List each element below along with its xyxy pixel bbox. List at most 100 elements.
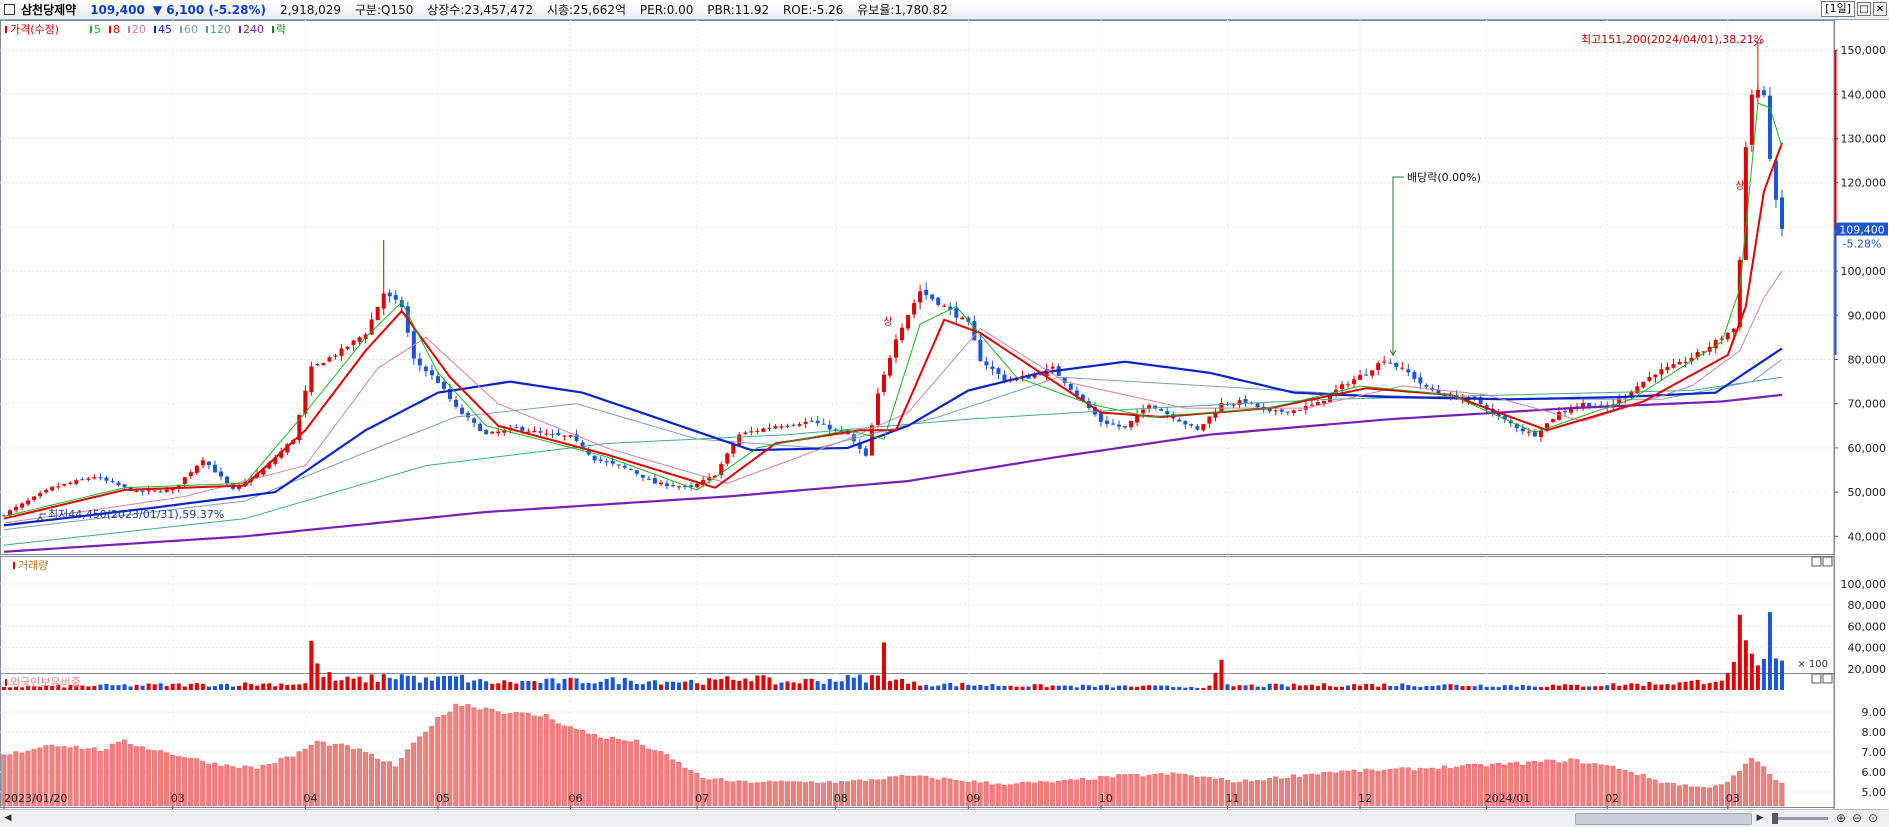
- volume-bar: [1593, 686, 1598, 690]
- volume-bar: [225, 683, 230, 690]
- volume-bar: [429, 680, 434, 690]
- foreign-bar: [1526, 761, 1532, 807]
- candle: [1183, 421, 1188, 425]
- candle: [321, 363, 326, 366]
- chart-scrollbar[interactable]: ◀ ▶ ⊕ ⊖ ⊙: [0, 809, 1889, 827]
- volume-bar: [990, 683, 995, 690]
- foreign-bar: [1266, 778, 1272, 807]
- volume-bar: [749, 681, 754, 690]
- foreign-bar: [1417, 767, 1423, 807]
- volume-bar: [1436, 685, 1441, 690]
- scroll-left-icon[interactable]: ◀: [4, 813, 12, 823]
- x-axis: 2023/01/20 03 04 05 06 07 08 09 10 11 12 2024/01 02 0…: [3, 792, 1740, 809]
- candle: [1737, 259, 1742, 328]
- volume-bar: [86, 686, 91, 690]
- stock-chart[interactable]: 150,000140,000130,000120,000110,000100,0…: [0, 20, 1889, 809]
- foreign-bar: [772, 781, 778, 807]
- volume-panel[interactable]: [0, 556, 1835, 692]
- foreign-bar: [13, 751, 19, 807]
- scroll-thumb[interactable]: [1575, 813, 1752, 825]
- foreign-panel-close-icon[interactable]: [1822, 673, 1833, 684]
- volume-bar: [1544, 686, 1549, 690]
- candle: [1195, 426, 1200, 430]
- foreign-bar: [1260, 780, 1266, 807]
- foreign-bar: [1453, 766, 1459, 807]
- zoom-knob[interactable]: [1772, 813, 1778, 824]
- x-tick-label: 05: [436, 792, 450, 805]
- candle: [122, 484, 127, 487]
- candle: [1104, 420, 1109, 424]
- volume-bar: [243, 682, 248, 690]
- price-panel[interactable]: [0, 20, 1835, 555]
- volume-bar: [1460, 686, 1465, 690]
- foreign-bar: [1640, 774, 1646, 807]
- candle: [671, 485, 676, 487]
- foreign-bar: [320, 741, 326, 807]
- x-tick-label: 03: [171, 792, 185, 805]
- foreign-panel-max-icon[interactable]: [1811, 673, 1822, 684]
- volume-bar: [544, 678, 549, 690]
- candle: [441, 381, 446, 389]
- volume-bar: [255, 685, 260, 690]
- volume-bar: [321, 677, 326, 690]
- volume-bar: [628, 680, 633, 690]
- foreign-bar: [1477, 764, 1483, 807]
- volume-bar: [887, 681, 892, 690]
- current-price-tag: 109,400 -5.28%: [1836, 222, 1888, 251]
- zoom-in-icon[interactable]: ⊕: [1836, 811, 1847, 825]
- candle: [140, 490, 145, 492]
- foreign-bar: [549, 719, 555, 807]
- foreign-bar: [1242, 779, 1248, 807]
- foreign-bar: [1755, 761, 1761, 807]
- candle: [610, 460, 615, 464]
- volume-bar: [1611, 683, 1616, 690]
- foreign-bar: [730, 781, 736, 807]
- volume-bar: [327, 672, 332, 690]
- volume-bar: [98, 684, 103, 690]
- candle: [912, 302, 917, 315]
- scroll-right-icon[interactable]: ▶: [1756, 813, 1764, 823]
- foreign-bar: [1749, 758, 1755, 807]
- volume-bar: [1303, 685, 1308, 690]
- candle: [399, 300, 404, 308]
- volume-bar: [231, 686, 236, 690]
- close-icon[interactable]: ✕: [1873, 2, 1887, 16]
- period-selector[interactable]: [1일]: [1821, 1, 1855, 17]
- volume-bar: [1647, 681, 1652, 690]
- volume-bar: [417, 682, 422, 690]
- volume-panel-close-icon[interactable]: [1822, 556, 1833, 567]
- legend-foreign: 외국인보유비중: [10, 676, 81, 689]
- candle: [677, 486, 682, 488]
- foreign-bar: [1122, 774, 1128, 807]
- candle: [74, 480, 79, 484]
- volume-bar: [80, 685, 85, 690]
- foreign-bar: [742, 780, 748, 807]
- volume-bar: [1526, 685, 1531, 690]
- foreign-bar: [1080, 778, 1086, 807]
- candle: [821, 423, 826, 425]
- stock-name[interactable]: 삼천당제약: [21, 3, 77, 17]
- volume-bar: [942, 683, 947, 690]
- candle: [32, 496, 37, 500]
- candle: [1532, 430, 1537, 437]
- volume-bar: [1376, 686, 1381, 690]
- foreign-bar: [1333, 772, 1339, 807]
- x-tick-label: 02: [1605, 792, 1619, 805]
- zoom-reset-icon[interactable]: ⊙: [1868, 811, 1879, 825]
- volume-bar: [1780, 660, 1784, 690]
- foreign-bar: [272, 763, 278, 807]
- legend-swatch: [239, 26, 241, 33]
- foreign-bar: [1471, 763, 1477, 807]
- volume-bar: [1243, 685, 1248, 690]
- volume-bar: [1026, 686, 1031, 690]
- volume-bar: [1279, 684, 1284, 690]
- volume-bar: [441, 675, 446, 690]
- volume-bar: [158, 683, 163, 690]
- legend-swatch: [109, 26, 111, 33]
- volume-panel-max-icon[interactable]: [1811, 556, 1822, 567]
- volume-bar: [478, 679, 483, 690]
- maximize-icon[interactable]: □: [1857, 2, 1871, 16]
- candle: [285, 444, 290, 453]
- zoom-track[interactable]: [1772, 817, 1828, 820]
- zoom-out-icon[interactable]: ⊖: [1852, 811, 1863, 825]
